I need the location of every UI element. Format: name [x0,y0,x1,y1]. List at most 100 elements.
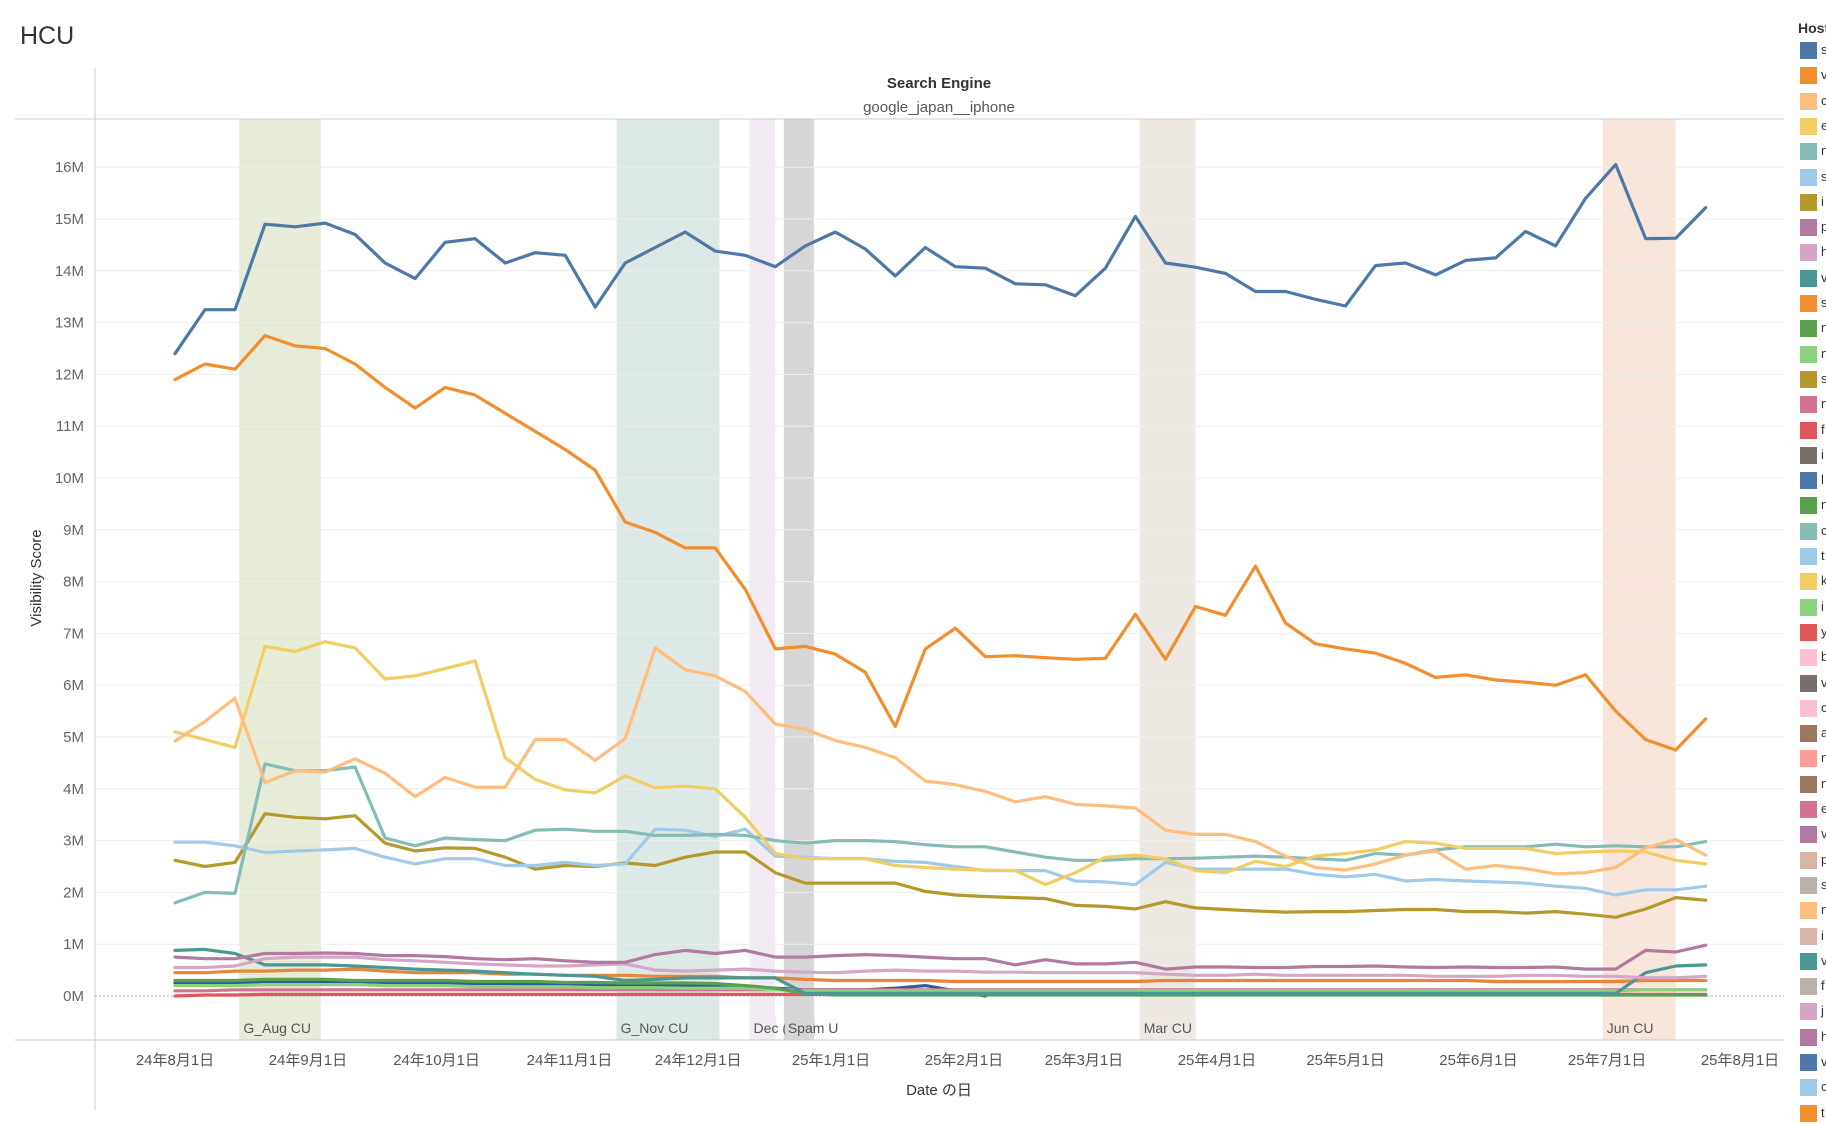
legend-swatch [1800,876,1817,894]
x-axis-label: Date の日 [906,1082,972,1099]
legend-label: v [1821,826,1826,842]
legend-item[interactable]: h [1800,1028,1826,1047]
legend-item[interactable]: c [1800,522,1826,541]
legend-label: s [1821,168,1826,184]
update-band-label: Mar CU [1144,1020,1192,1036]
legend-label: v [1821,674,1826,690]
update-band-label: G_Aug CU [243,1020,311,1036]
legend-item[interactable]: n [1800,750,1826,768]
legend-item[interactable]: p [1800,219,1826,237]
gridlines [95,166,1784,945]
update-band [616,119,720,1040]
legend-item[interactable]: n [1800,345,1826,364]
legend-label: h [1821,244,1826,260]
x-tick-label: 25年1月1日 [792,1052,870,1069]
legend-item[interactable]: n [1800,902,1826,920]
legend-item[interactable]: v [1800,952,1826,971]
legend-item[interactable]: i [1800,193,1826,212]
legend-item[interactable]: s [1800,42,1826,60]
legend-item[interactable]: v [1800,67,1826,85]
legend-swatch [1800,1104,1817,1122]
legend-item[interactable]: f [1800,978,1826,996]
legend-swatch [1800,801,1817,818]
legend-item[interactable]: v [1800,269,1826,288]
legend-label: e [1821,801,1826,816]
legend-swatch [1800,497,1817,515]
x-tick-label: 25年6月1日 [1439,1052,1517,1069]
legend-swatch [1800,902,1817,920]
x-tick-label: 25年7月1日 [1568,1052,1646,1069]
legend-label: t [1821,1104,1825,1120]
legend-item[interactable]: s [1800,295,1826,313]
legend-swatch [1800,548,1817,565]
legend-item[interactable]: i [1800,927,1826,946]
y-tick-label: 4M [63,781,84,798]
legend-item[interactable]: s [1800,876,1826,895]
legend-label: n [1821,320,1826,336]
update-band [783,119,814,1040]
y-tick-label: 15M [55,211,84,228]
legend-item[interactable]: p [1800,851,1826,870]
legend-label: s [1821,876,1826,892]
legend-item[interactable]: n [1800,775,1826,794]
legend-item[interactable]: c [1800,92,1826,111]
legend-label: i [1821,193,1824,209]
legend-item[interactable]: n [1800,143,1826,161]
legend-item[interactable]: h [1800,244,1826,262]
legend-item[interactable]: y [1800,623,1826,642]
legend-item[interactable]: a [1800,725,1826,743]
legend-item[interactable]: n [1800,320,1826,338]
legend-item[interactable]: t [1800,1104,1826,1123]
legend-swatch [1800,826,1817,844]
update-band [239,119,321,1040]
legend-item[interactable]: f [1800,421,1826,440]
legend-label: n [1821,396,1826,412]
legend-item[interactable]: n [1800,396,1826,414]
legend-item[interactable]: b [1800,649,1826,667]
legend-item[interactable]: e [1800,801,1826,819]
legend-item[interactable]: c [1800,699,1826,718]
legend-label: n [1821,345,1826,361]
legend-label: n [1821,143,1826,159]
series-line [173,943,1708,971]
legend-swatch [1800,244,1817,262]
legend-swatch [1800,143,1817,161]
legend-item[interactable]: c [1800,1079,1826,1097]
legend-item[interactable]: s [1800,168,1826,187]
legend-item[interactable]: s [1800,370,1826,389]
series-line [173,947,1708,995]
legend-label: p [1821,219,1826,235]
legend-label: p [1821,851,1826,867]
legend-item[interactable]: v [1800,826,1826,844]
legend-swatch [1800,67,1817,85]
legend-item[interactable]: n [1800,497,1826,515]
legend-item[interactable]: k [1800,573,1826,591]
update-band-label-bg [1140,1017,1196,1037]
legend-label: v [1821,269,1826,285]
y-tick-label: 6M [63,677,84,694]
legend-label: y [1821,623,1826,639]
legend-item[interactable]: i [1800,446,1826,465]
legend-item[interactable]: v [1800,674,1826,693]
legend-label: c [1821,92,1826,108]
legend-label: e [1821,117,1826,133]
legend-item[interactable]: e [1800,117,1826,136]
legend-label: s [1821,370,1826,386]
x-tick-label: 24年8月1日 [136,1052,214,1069]
legend-item[interactable]: i [1800,598,1826,617]
legend-label: f [1821,978,1825,994]
legend-item[interactable]: j [1800,1003,1826,1021]
y-tick-label: 3M [63,833,84,850]
y-tick-label: 8M [63,574,84,591]
update-band [1139,119,1196,1040]
update-band-label-bg [750,1017,777,1037]
legend-item[interactable]: v [1800,1054,1826,1072]
legend-item[interactable]: t [1800,548,1826,566]
legend-label: n [1821,775,1826,791]
y-tick-label: 2M [63,884,84,901]
legend-item[interactable]: l [1800,472,1826,490]
series-line [173,812,1708,919]
update-band-label: G_Nov CU [621,1020,689,1036]
legend-swatch [1800,421,1817,439]
